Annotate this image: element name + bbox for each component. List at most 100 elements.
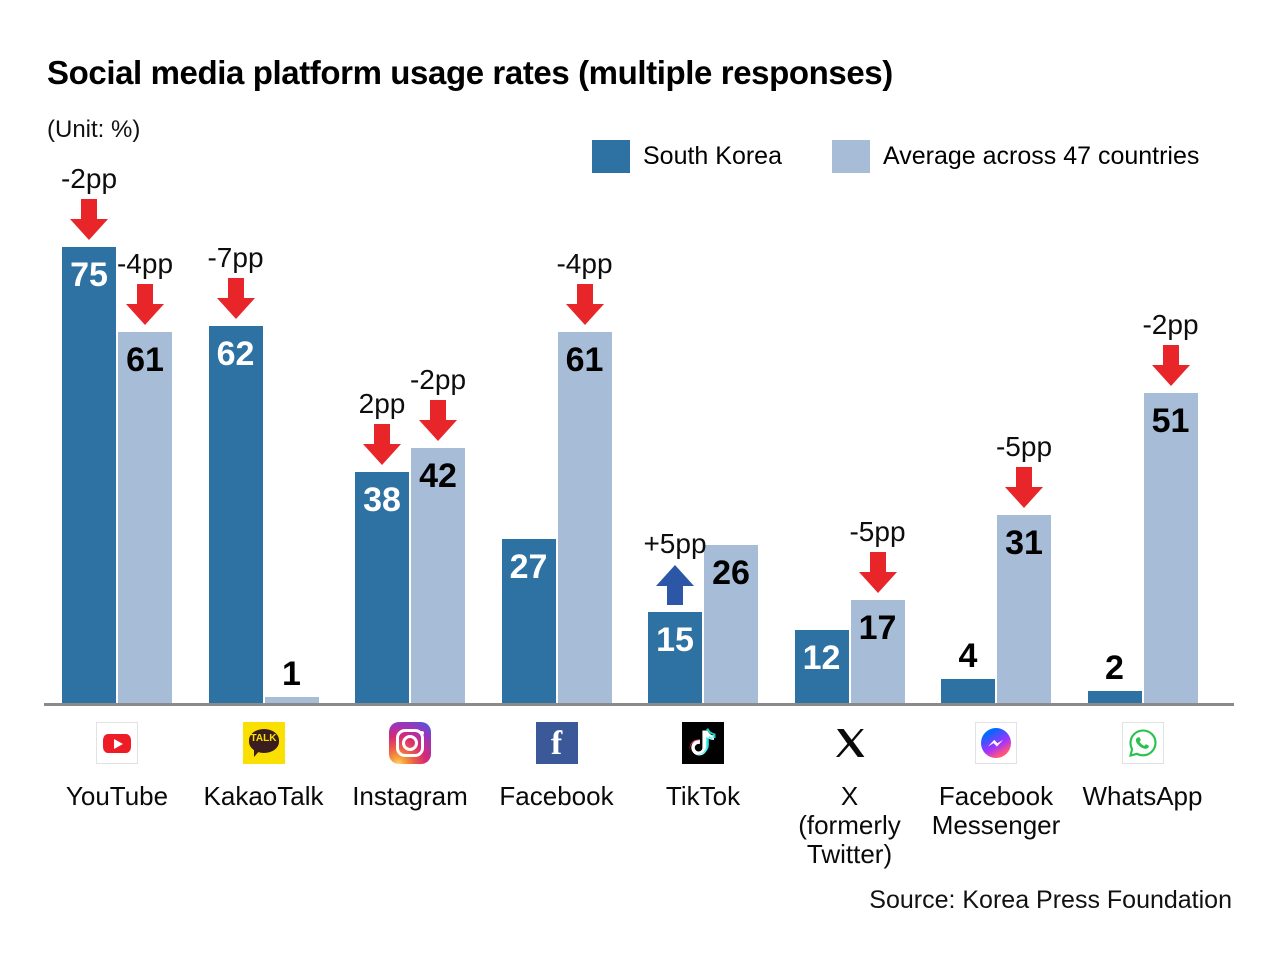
bar-value-label: 62	[216, 335, 255, 374]
category-label-line3: Twitter)	[806, 839, 893, 869]
delta-annotation-instagram-average: -2pp	[378, 363, 498, 442]
legend-label-south-korea: South Korea	[643, 142, 782, 170]
bar-value-label: 4	[958, 636, 978, 675]
bar-facebook-average[interactable]: 61	[557, 332, 612, 703]
bar-value-label: 38	[363, 480, 401, 519]
bar-x-south-korea[interactable]: 12	[794, 630, 849, 703]
category-label-instagram: Instagram	[320, 782, 500, 811]
delta-annotation-messenger-average: -5pp	[964, 430, 1084, 509]
category-label-line1: Facebook	[499, 781, 614, 811]
bar-whatsapp-average[interactable]: 51	[1143, 392, 1198, 703]
down-arrow-icon	[419, 399, 457, 441]
legend-label-average: Average across 47 countries	[883, 142, 1200, 170]
icon-cell-tiktok	[643, 722, 763, 764]
down-arrow-icon	[1151, 344, 1190, 386]
down-arrow-icon	[858, 551, 897, 593]
youtube-icon[interactable]	[96, 722, 138, 764]
delta-value-text: -2pp	[60, 163, 118, 194]
category-label-messenger: Facebook Messenger	[906, 782, 1086, 840]
bar-youtube-south-korea[interactable]: 75	[62, 247, 116, 703]
icon-cell-whatsapp	[1083, 722, 1203, 764]
down-arrow-icon	[126, 284, 164, 326]
bar-kakaotalk-average[interactable]: 1	[264, 657, 319, 703]
bar-value-label: 2	[1105, 648, 1124, 687]
delta-annotation-youtube-south-korea: -2pp	[29, 165, 149, 241]
bar-value-label: 42	[419, 456, 457, 495]
bar-value-label: 75	[70, 256, 108, 294]
delta-value-text: 2pp	[358, 387, 406, 419]
category-label-line1: KakaoTalk	[203, 781, 324, 811]
source-note: Source: Korea Press Foundation	[869, 886, 1232, 914]
instagram-icon[interactable]	[389, 722, 431, 764]
whatsapp-icon[interactable]	[1121, 722, 1164, 764]
icon-cell-instagram	[350, 722, 470, 764]
bar-instagram-south-korea[interactable]: 38	[355, 471, 409, 703]
unit-label: (Unit: %)	[47, 116, 141, 143]
up-arrow-icon	[656, 564, 694, 605]
legend-swatch-south-korea	[592, 140, 630, 173]
category-label-facebook: Facebook	[467, 782, 647, 811]
bar-facebook-south-korea[interactable]: 27	[501, 538, 556, 703]
bar-value-label: 31	[1005, 523, 1043, 562]
delta-annotation-x-average: -5pp	[818, 515, 938, 594]
down-arrow-icon	[70, 199, 108, 240]
down-arrow-icon	[216, 278, 255, 320]
legend-item-average: Average across 47 countries	[832, 140, 1199, 173]
icon-cell-messenger	[936, 722, 1056, 764]
category-label-line2: Messenger	[931, 810, 1061, 840]
legend-item-south-korea: South Korea	[592, 140, 782, 173]
bar-whatsapp-south-korea[interactable]: 2	[1087, 651, 1142, 703]
bar-value-label: 15	[656, 620, 694, 659]
bar-x-average[interactable]: 17	[850, 599, 905, 703]
facebook-icon[interactable]: f	[535, 722, 578, 764]
bar-value-label: 61	[126, 341, 164, 380]
tiktok-icon[interactable]	[682, 722, 724, 764]
down-arrow-icon	[565, 284, 604, 326]
bar-tiktok-south-korea[interactable]: 15	[648, 611, 702, 703]
delta-value-text: -4pp	[556, 248, 613, 280]
x-icon[interactable]	[828, 722, 871, 764]
delta-annotation-kakaotalk-south-korea: -7pp	[176, 244, 296, 320]
legend: South Korea Average across 47 countries	[592, 140, 1199, 173]
kakaotalk-icon[interactable]: TALK	[242, 722, 285, 764]
down-arrow-icon	[363, 423, 401, 465]
category-label-line1: Instagram	[352, 781, 468, 811]
category-label-tiktok: TikTok	[613, 782, 793, 811]
category-label-line1: Facebook	[938, 781, 1054, 811]
category-label-line1: TikTok	[665, 781, 741, 811]
icon-cell-kakaotalk: TALK	[204, 722, 324, 764]
bar-messenger-south-korea[interactable]: 4	[941, 639, 995, 703]
category-label-youtube: YouTube	[27, 782, 207, 811]
delta-value-text: -5pp	[849, 515, 906, 547]
category-label-line2: (formerly	[798, 810, 901, 840]
category-label-line1: WhatsApp	[1082, 781, 1203, 811]
bar-value-label: 26	[712, 553, 750, 592]
bar-messenger-average[interactable]: 31	[997, 514, 1051, 703]
bar-youtube-average[interactable]: 61	[118, 332, 172, 703]
bar-value-label: 17	[858, 608, 897, 647]
delta-value-text: -2pp	[409, 363, 467, 395]
bar-tiktok-average[interactable]: 26	[704, 544, 758, 703]
messenger-icon[interactable]	[975, 722, 1017, 764]
delta-value-text: -2pp	[1142, 308, 1199, 340]
delta-value-text: -5pp	[995, 430, 1053, 462]
category-label-kakaotalk: KakaoTalk	[174, 782, 354, 811]
delta-annotation-facebook-average: -4pp	[525, 250, 645, 326]
category-label-whatsapp: WhatsApp	[1053, 782, 1233, 811]
bar-value-label: 12	[802, 639, 841, 678]
down-arrow-icon	[1005, 466, 1043, 508]
category-label-x: X (formerly Twitter)	[760, 782, 940, 869]
icon-cell-youtube	[57, 722, 177, 764]
bar-kakaotalk-south-korea[interactable]: 62	[208, 326, 263, 703]
category-label-line1: X	[840, 781, 859, 811]
bar-value-label: 27	[509, 547, 548, 586]
icon-cell-x	[790, 722, 910, 764]
bar-instagram-average[interactable]: 42	[411, 447, 465, 703]
bar-value-label: 1	[282, 654, 301, 693]
icon-cell-facebook: f	[497, 722, 617, 764]
page-title: Social media platform usage rates (multi…	[47, 54, 893, 91]
bar-value-label: 61	[565, 341, 604, 380]
category-label-line1: YouTube	[65, 781, 169, 811]
